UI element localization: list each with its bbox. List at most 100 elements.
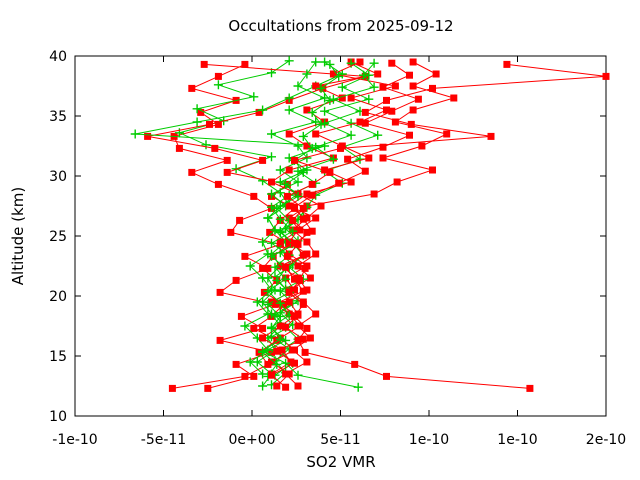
square-marker xyxy=(391,118,399,126)
square-marker xyxy=(278,346,286,354)
square-marker xyxy=(308,180,316,188)
plus-marker xyxy=(353,382,363,392)
x-axis-title: SO2 VMR xyxy=(306,453,376,471)
plus-marker xyxy=(284,105,294,115)
square-marker xyxy=(338,94,346,102)
plus-marker xyxy=(311,142,321,152)
square-marker xyxy=(273,347,281,355)
square-marker xyxy=(526,384,534,392)
plus-marker xyxy=(275,214,285,224)
square-marker xyxy=(407,120,415,128)
plus-marker xyxy=(258,381,268,391)
plus-marker xyxy=(284,56,294,66)
square-marker xyxy=(266,228,274,236)
square-marker xyxy=(299,287,307,295)
square-marker xyxy=(211,144,219,152)
square-marker xyxy=(303,142,311,150)
square-marker xyxy=(299,335,307,343)
square-marker xyxy=(356,58,364,66)
plus-marker xyxy=(281,358,291,368)
square-marker xyxy=(214,120,222,128)
plus-marker xyxy=(201,140,211,150)
plus-marker xyxy=(307,107,317,117)
plus-marker xyxy=(281,179,291,189)
square-marker xyxy=(391,82,399,90)
square-marker xyxy=(188,84,196,92)
square-marker xyxy=(296,276,304,284)
square-marker xyxy=(383,106,390,114)
square-marker xyxy=(291,312,298,320)
square-marker xyxy=(312,214,320,222)
square-marker xyxy=(347,178,355,186)
square-marker xyxy=(487,132,495,140)
square-marker xyxy=(303,106,311,114)
tick-labels: -1e-10 -5e-11 0e+00 5e-11 1e-10 1e-10 2e-10 10 1… xyxy=(49,49,626,448)
square-marker xyxy=(312,250,320,258)
square-marker xyxy=(312,310,320,318)
square-marker xyxy=(283,252,291,260)
square-marker xyxy=(294,336,302,344)
plus-marker xyxy=(245,261,255,271)
plus-marker xyxy=(369,58,379,68)
square-marker xyxy=(214,72,222,80)
square-marker xyxy=(255,108,263,116)
square-marker xyxy=(250,192,258,200)
square-marker xyxy=(351,360,359,368)
square-marker xyxy=(409,82,417,90)
square-marker xyxy=(294,262,302,270)
plus-marker xyxy=(373,130,383,140)
plus-marker xyxy=(298,131,308,141)
square-marker xyxy=(321,166,329,174)
square-marker xyxy=(312,82,320,90)
y-tick-label: 10 xyxy=(49,409,67,425)
y-tick-label: 15 xyxy=(49,349,67,365)
axes xyxy=(74,55,607,417)
plus-marker xyxy=(263,213,273,223)
square-marker xyxy=(259,324,267,332)
plus-marker xyxy=(275,334,285,344)
square-marker xyxy=(289,346,297,354)
plus-marker xyxy=(258,105,268,115)
square-marker xyxy=(308,227,316,235)
square-marker xyxy=(259,264,267,272)
square-marker xyxy=(206,120,213,128)
plus-marker xyxy=(320,141,330,151)
square-marker xyxy=(291,286,298,294)
square-marker xyxy=(232,360,240,368)
square-marker xyxy=(299,251,307,259)
square-marker xyxy=(379,154,387,162)
square-marker xyxy=(276,322,284,330)
chart-title: Occultations from 2025-09-12 xyxy=(228,17,454,35)
square-marker xyxy=(285,370,293,378)
plus-marker xyxy=(334,71,344,81)
square-marker xyxy=(356,118,364,126)
square-marker xyxy=(303,190,311,198)
series-red-2 xyxy=(144,60,369,392)
square-marker xyxy=(303,214,311,222)
square-marker xyxy=(259,334,267,342)
square-marker xyxy=(406,131,413,139)
plus-marker xyxy=(267,189,276,199)
square-marker xyxy=(303,238,311,246)
plus-marker xyxy=(359,70,368,80)
square-marker xyxy=(306,274,314,282)
square-marker xyxy=(374,70,382,78)
plus-marker xyxy=(267,251,276,261)
plus-marker xyxy=(275,227,285,237)
plus-marker xyxy=(275,165,285,175)
plus-marker xyxy=(281,335,291,345)
square-marker xyxy=(365,154,373,162)
square-marker xyxy=(450,94,458,102)
plus-marker xyxy=(267,129,276,139)
square-marker xyxy=(294,240,302,248)
square-marker xyxy=(414,95,422,103)
square-marker xyxy=(268,358,275,366)
square-marker xyxy=(197,108,205,116)
square-marker xyxy=(299,300,307,308)
square-marker xyxy=(409,58,417,66)
plus-marker xyxy=(270,225,280,235)
plus-marker xyxy=(311,57,321,67)
square-marker xyxy=(429,166,436,174)
square-marker xyxy=(276,238,284,246)
